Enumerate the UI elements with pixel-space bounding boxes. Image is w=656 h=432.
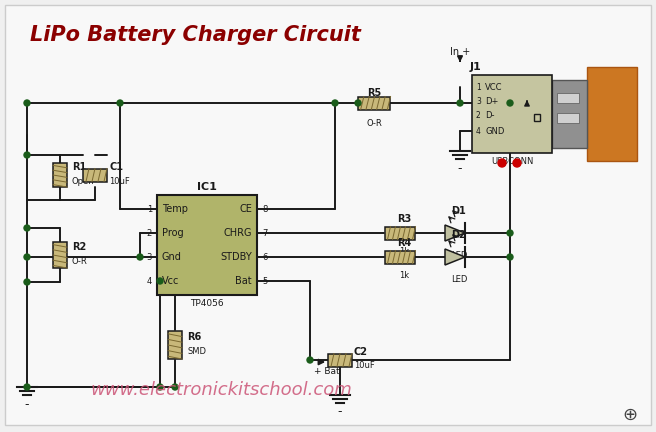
Text: www.electronickitschool.com: www.electronickitschool.com: [90, 381, 352, 399]
Text: In +: In +: [450, 47, 470, 57]
Text: 7: 7: [262, 229, 268, 238]
Text: 1k: 1k: [399, 247, 409, 255]
Text: 2: 2: [147, 229, 152, 238]
Circle shape: [172, 384, 178, 390]
Bar: [328, 353, 352, 366]
Bar: [534, 114, 540, 121]
Circle shape: [498, 159, 506, 167]
Text: Open: Open: [72, 177, 94, 185]
Text: SMD: SMD: [187, 346, 206, 356]
Text: R1: R1: [72, 162, 86, 172]
Text: CHRG: CHRG: [224, 228, 252, 238]
Text: LED: LED: [451, 251, 467, 260]
Polygon shape: [445, 225, 465, 241]
Text: R2: R2: [72, 242, 86, 252]
Circle shape: [355, 100, 361, 106]
Text: 10uF: 10uF: [109, 177, 130, 185]
Text: Vcc: Vcc: [162, 276, 179, 286]
Text: 4: 4: [147, 276, 152, 286]
Text: 6: 6: [262, 252, 268, 261]
Text: J1: J1: [470, 62, 482, 72]
Bar: [385, 226, 415, 239]
Text: Temp: Temp: [162, 204, 188, 214]
Text: CE: CE: [239, 204, 252, 214]
Circle shape: [24, 100, 30, 106]
Bar: [358, 96, 390, 109]
Text: ⊕: ⊕: [623, 406, 638, 424]
Circle shape: [24, 254, 30, 260]
Text: -: -: [458, 162, 462, 175]
Circle shape: [507, 100, 513, 106]
Bar: [53, 242, 67, 268]
Text: D2: D2: [451, 230, 466, 240]
Bar: [557, 113, 579, 123]
Circle shape: [24, 279, 30, 285]
Text: 10uF: 10uF: [354, 362, 375, 371]
Text: 1: 1: [147, 204, 152, 213]
Polygon shape: [445, 249, 465, 265]
Text: D-: D-: [485, 111, 495, 120]
Text: STDBY: STDBY: [220, 252, 252, 262]
Bar: [157, 195, 257, 295]
Text: + Bat: + Bat: [314, 368, 340, 377]
Text: USBCONN: USBCONN: [491, 158, 533, 166]
Circle shape: [157, 278, 163, 284]
Bar: [557, 93, 579, 103]
Circle shape: [307, 357, 313, 363]
Bar: [587, 67, 637, 161]
Text: LED: LED: [451, 274, 467, 283]
Circle shape: [24, 384, 30, 390]
Text: D+: D+: [485, 96, 499, 105]
Bar: [168, 331, 182, 359]
Text: R4: R4: [397, 238, 411, 248]
Bar: [53, 163, 67, 187]
Bar: [385, 251, 415, 264]
Text: C2: C2: [354, 347, 368, 357]
Text: Bat: Bat: [236, 276, 252, 286]
Circle shape: [24, 225, 30, 231]
Text: 5: 5: [262, 276, 267, 286]
Text: -: -: [25, 398, 30, 412]
Text: IC1: IC1: [197, 182, 217, 192]
Circle shape: [507, 230, 513, 236]
Bar: [472, 75, 552, 153]
Text: C1: C1: [109, 162, 123, 172]
Circle shape: [457, 100, 463, 106]
Text: -: -: [338, 406, 342, 419]
Text: 1k: 1k: [399, 270, 409, 280]
Text: 4: 4: [476, 127, 481, 136]
Text: TP4056: TP4056: [190, 299, 224, 308]
Circle shape: [513, 159, 521, 167]
Circle shape: [137, 254, 143, 260]
Text: R6: R6: [187, 332, 201, 342]
Circle shape: [117, 100, 123, 106]
Text: O-R: O-R: [366, 118, 382, 127]
Text: 8: 8: [262, 204, 268, 213]
Text: 1: 1: [476, 83, 481, 92]
Text: 3: 3: [476, 96, 481, 105]
Circle shape: [507, 254, 513, 260]
Text: 2: 2: [476, 111, 481, 120]
Text: D1: D1: [451, 206, 466, 216]
Circle shape: [24, 152, 30, 158]
Circle shape: [332, 100, 338, 106]
Text: O-R: O-R: [72, 257, 88, 266]
Bar: [552, 80, 587, 148]
Text: Gnd: Gnd: [162, 252, 182, 262]
Text: Prog: Prog: [162, 228, 184, 238]
Text: R5: R5: [367, 88, 381, 98]
Text: LiPo Battery Charger Circuit: LiPo Battery Charger Circuit: [30, 25, 360, 45]
Text: 3: 3: [147, 252, 152, 261]
Text: VCC: VCC: [485, 83, 502, 92]
Text: GND: GND: [485, 127, 504, 136]
Bar: [83, 168, 107, 181]
Circle shape: [157, 384, 163, 390]
Text: R3: R3: [397, 214, 411, 224]
